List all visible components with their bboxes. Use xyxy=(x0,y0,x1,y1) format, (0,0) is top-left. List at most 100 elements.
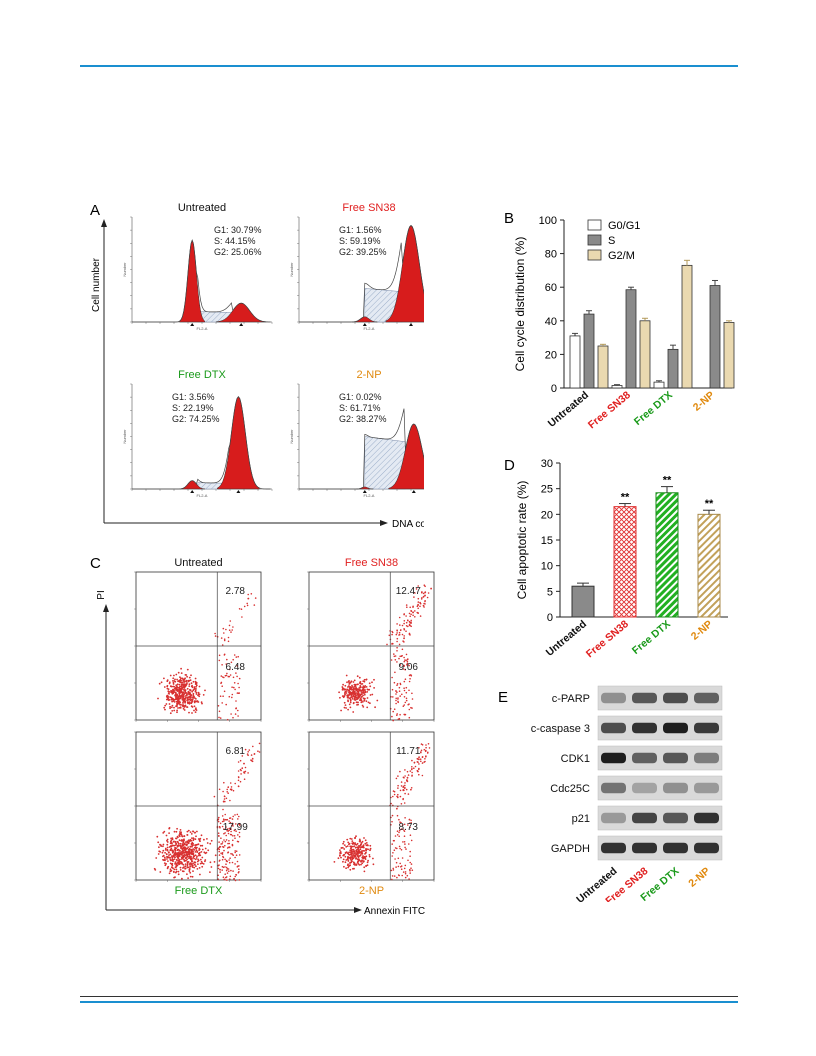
panel-b-cell-cycle-bar-chart: B 0 20 40 60 80 100 Cell cycle distribution (%… xyxy=(504,210,735,431)
event-dot xyxy=(171,691,173,694)
event-dot xyxy=(386,643,388,646)
event-dot xyxy=(173,674,175,677)
event-dot xyxy=(361,840,364,843)
event-dot xyxy=(199,858,202,861)
event-dot xyxy=(222,790,224,793)
event-dot xyxy=(230,661,233,664)
event-dot xyxy=(366,864,369,867)
event-dot xyxy=(354,846,357,849)
event-dot xyxy=(359,689,361,691)
event-dot xyxy=(352,688,355,691)
event-dot xyxy=(213,861,216,863)
event-dot xyxy=(404,843,406,845)
event-dot xyxy=(393,793,396,796)
event-dot xyxy=(228,695,231,698)
event-dot xyxy=(231,629,233,631)
event-dot xyxy=(235,656,238,658)
event-dot xyxy=(217,832,220,834)
event-dot xyxy=(172,690,174,692)
event-dot xyxy=(394,847,397,849)
event-dot xyxy=(419,605,421,608)
histogram-outline xyxy=(132,238,271,323)
event-dot xyxy=(180,858,183,860)
blot-band xyxy=(694,752,719,764)
event-dot xyxy=(404,864,407,867)
event-dot xyxy=(410,822,412,824)
event-dot xyxy=(409,826,411,829)
event-dot xyxy=(187,877,189,879)
event-dot xyxy=(347,859,349,861)
event-dot xyxy=(364,853,366,855)
g2-peak xyxy=(385,224,424,323)
event-dot xyxy=(195,693,198,695)
event-dot xyxy=(347,696,350,699)
event-dot xyxy=(394,858,396,860)
event-dot xyxy=(232,839,234,842)
event-dot xyxy=(422,604,425,607)
event-dot xyxy=(350,845,353,848)
event-dot xyxy=(168,693,170,695)
event-dot xyxy=(406,874,409,877)
event-dot xyxy=(349,868,352,871)
event-dot xyxy=(163,686,166,688)
event-dot xyxy=(405,697,408,700)
event-dot xyxy=(397,865,400,868)
event-dot xyxy=(409,861,411,864)
event-dot xyxy=(404,786,406,789)
event-dot xyxy=(350,847,353,849)
event-dot xyxy=(221,852,224,854)
y-tick-label: 40 xyxy=(545,316,557,328)
event-dot xyxy=(178,683,181,686)
event-dot xyxy=(178,690,181,693)
event-dot xyxy=(338,691,340,694)
event-dot xyxy=(189,864,191,866)
event-dot xyxy=(226,788,228,791)
event-dot xyxy=(193,849,196,851)
event-dot xyxy=(397,784,399,787)
event-dot xyxy=(392,795,394,798)
event-dot xyxy=(229,817,231,819)
event-dot xyxy=(403,830,406,832)
event-dots xyxy=(153,742,261,882)
event-dot xyxy=(189,838,192,841)
event-dot xyxy=(166,846,169,849)
event-dot xyxy=(417,597,420,600)
blot-band-label: GAPDH xyxy=(551,843,590,855)
event-dot xyxy=(174,678,176,681)
event-dot xyxy=(192,680,195,683)
event-dot xyxy=(239,768,242,771)
event-dot xyxy=(339,849,341,851)
event-dot xyxy=(225,863,227,865)
event-dot xyxy=(179,866,182,869)
event-dot xyxy=(191,845,193,848)
event-dot xyxy=(344,861,347,864)
event-dot xyxy=(402,871,405,873)
event-dot xyxy=(186,873,188,876)
event-dot xyxy=(392,869,395,871)
event-dot xyxy=(396,683,399,685)
event-dot xyxy=(395,633,398,636)
event-dot xyxy=(177,836,179,839)
event-dot xyxy=(235,854,238,856)
event-dot xyxy=(201,862,204,865)
event-dot xyxy=(163,830,166,833)
event-dot xyxy=(407,619,409,621)
event-dot xyxy=(177,845,179,847)
event-dot xyxy=(234,879,237,882)
event-dot xyxy=(352,711,355,713)
event-dot xyxy=(247,593,249,596)
event-dot xyxy=(166,687,169,690)
event-dot xyxy=(333,861,336,863)
event-dot xyxy=(186,830,189,833)
event-dot xyxy=(408,623,411,626)
event-dot xyxy=(168,698,170,701)
event-dot xyxy=(351,856,354,859)
event-dot xyxy=(188,868,191,871)
event-dot xyxy=(191,875,194,878)
event-dot xyxy=(180,862,182,865)
event-dot xyxy=(390,659,393,661)
cell-cycle-stat: S: 59.19% xyxy=(339,236,381,246)
g1-peak xyxy=(179,239,206,323)
event-dot xyxy=(358,858,360,860)
event-dot xyxy=(198,839,201,842)
